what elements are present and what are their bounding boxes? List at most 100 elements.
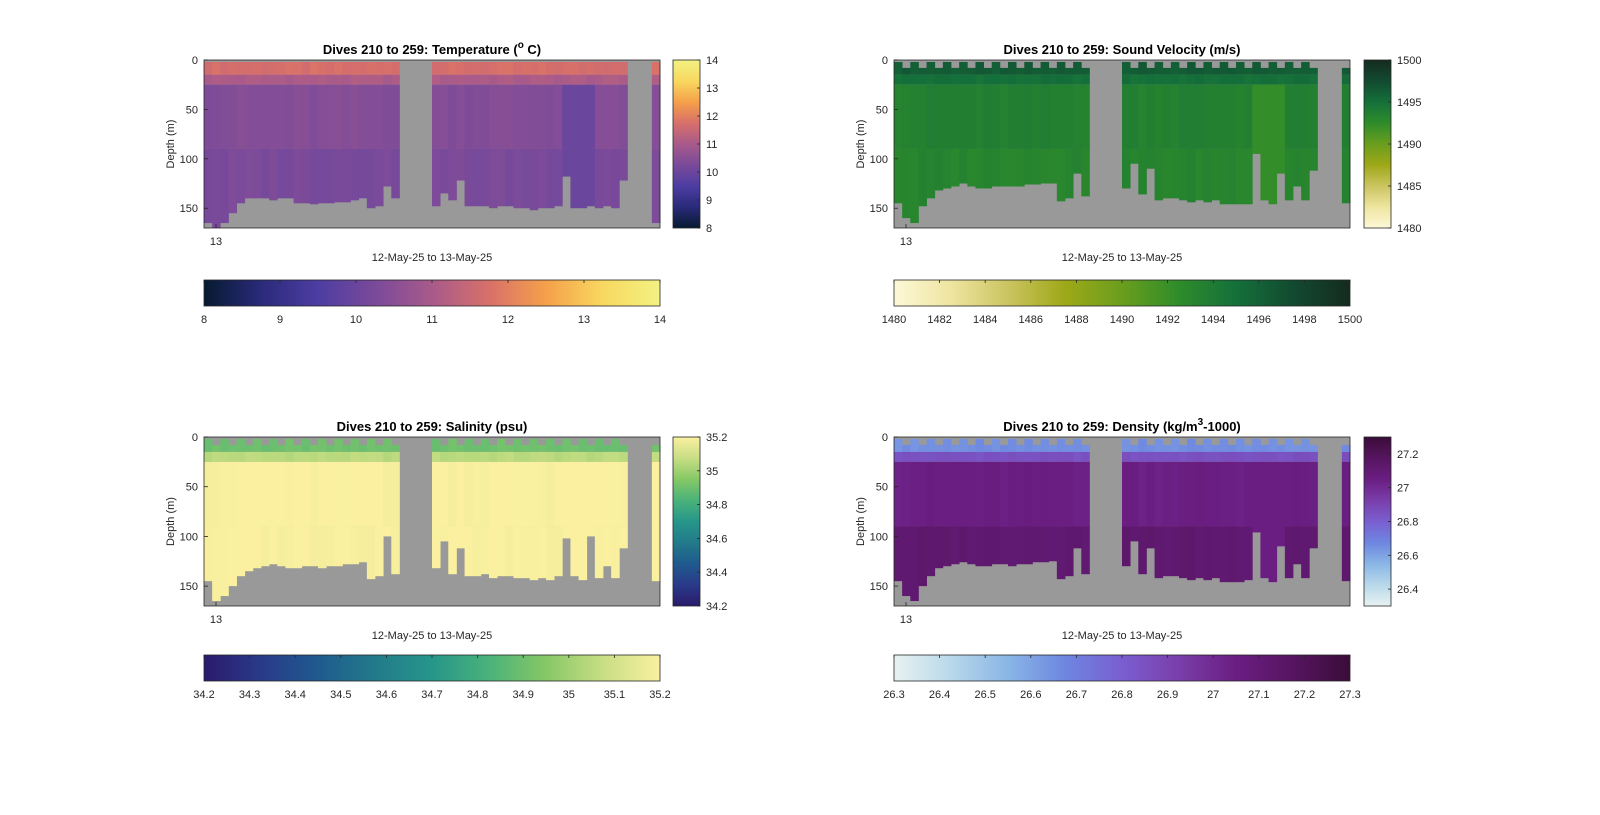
data-cell [611, 148, 620, 209]
dive-column [285, 438, 294, 569]
data-cell [228, 451, 237, 462]
dive-column [489, 444, 498, 579]
data-cell [521, 444, 531, 452]
data-cell [1130, 148, 1139, 164]
dive-column [1073, 61, 1082, 174]
dive-column [926, 61, 936, 199]
data-cell [942, 451, 952, 462]
dive-column [383, 438, 392, 537]
data-cell [1130, 526, 1139, 542]
data-cell [1341, 526, 1351, 582]
data-cell [1138, 148, 1147, 195]
data-cell [480, 84, 490, 149]
data-cell [651, 61, 661, 75]
data-cell [942, 74, 952, 85]
data-cell [1187, 461, 1196, 527]
data-cell [586, 451, 596, 462]
data-cell [1260, 84, 1269, 149]
data-cell [1341, 74, 1351, 85]
data-cell [309, 451, 319, 462]
dive-column [1301, 438, 1310, 579]
side-colorbar-label: 14 [706, 55, 718, 67]
data-cell [586, 74, 596, 85]
data-cell [1309, 526, 1318, 549]
dive-column [1260, 444, 1269, 579]
dive-column [1195, 67, 1204, 201]
data-cell [1146, 67, 1155, 75]
x-tick-label: 13 [210, 236, 222, 248]
dive-column [529, 438, 539, 581]
data-cell [1227, 74, 1237, 85]
dive-column [1227, 67, 1237, 205]
data-cell [269, 526, 278, 565]
data-cell [1260, 148, 1269, 201]
data-cell [318, 74, 327, 85]
dive-column [285, 61, 294, 199]
data-cell [975, 526, 984, 567]
data-cell [1260, 67, 1269, 75]
data-cell [1016, 67, 1025, 75]
data-cell [967, 67, 976, 75]
data-cell [1309, 148, 1318, 171]
dive-column [1195, 444, 1204, 579]
dive-column [934, 67, 944, 191]
dive-column [894, 438, 903, 582]
data-cell [318, 438, 327, 452]
dive-column [562, 61, 571, 177]
data-cell [1211, 74, 1221, 85]
data-cell [1146, 526, 1155, 549]
dive-column [350, 61, 360, 201]
data-cell [489, 74, 498, 85]
data-cell [1048, 148, 1058, 184]
bottom-colorbar-label: 27.1 [1248, 689, 1269, 701]
data-cell [293, 61, 303, 75]
data-cell [277, 444, 286, 452]
data-cell [910, 451, 919, 462]
bottom-colorbar-label: 1496 [1247, 314, 1271, 326]
y-axis-label: Depth (m) [165, 120, 177, 169]
x-tick-label: 13 [900, 614, 912, 626]
data-cell [537, 74, 547, 85]
data-cell [269, 84, 278, 149]
data-cell [902, 74, 911, 85]
dive-column [1276, 444, 1286, 547]
data-cell [619, 74, 628, 85]
dive-column [472, 444, 482, 577]
data-cell [301, 526, 311, 567]
chart-panel-4: 0 50 100 150 13 12-May-25 to 13-May-25 Depth (… [855, 417, 1418, 701]
dive-column [1154, 61, 1164, 201]
data-cell [1284, 74, 1294, 85]
bottom-colorbar-label: 27 [1207, 689, 1219, 701]
data-cell [611, 84, 620, 149]
data-cell [464, 438, 474, 452]
data-cell [472, 84, 482, 149]
data-cell [1284, 451, 1294, 462]
data-cell [1244, 74, 1253, 85]
data-cell [432, 84, 441, 149]
y-tick-label: 50 [186, 104, 198, 116]
data-cell [366, 84, 376, 149]
data-cell [350, 461, 360, 527]
data-cell [1276, 84, 1286, 149]
dive-column [1260, 67, 1269, 201]
data-cell [975, 461, 984, 527]
data-cell [1081, 148, 1090, 197]
data-cell [975, 61, 984, 75]
bottom-colorbar-label: 26.7 [1066, 689, 1087, 701]
data-cell [228, 526, 237, 587]
data-cell [918, 451, 927, 462]
data-cell [1073, 438, 1082, 452]
data-cell [212, 461, 221, 527]
data-cell [1268, 451, 1278, 462]
data-cell [293, 148, 303, 204]
data-cell [1146, 461, 1155, 527]
data-cell [513, 148, 522, 209]
dive-column [252, 61, 262, 199]
dive-column [529, 61, 539, 211]
data-cell [391, 61, 400, 75]
dive-column [1154, 438, 1164, 579]
data-cell [326, 461, 335, 527]
dive-column [309, 444, 319, 567]
data-cell [603, 74, 612, 85]
data-cell [562, 84, 571, 149]
